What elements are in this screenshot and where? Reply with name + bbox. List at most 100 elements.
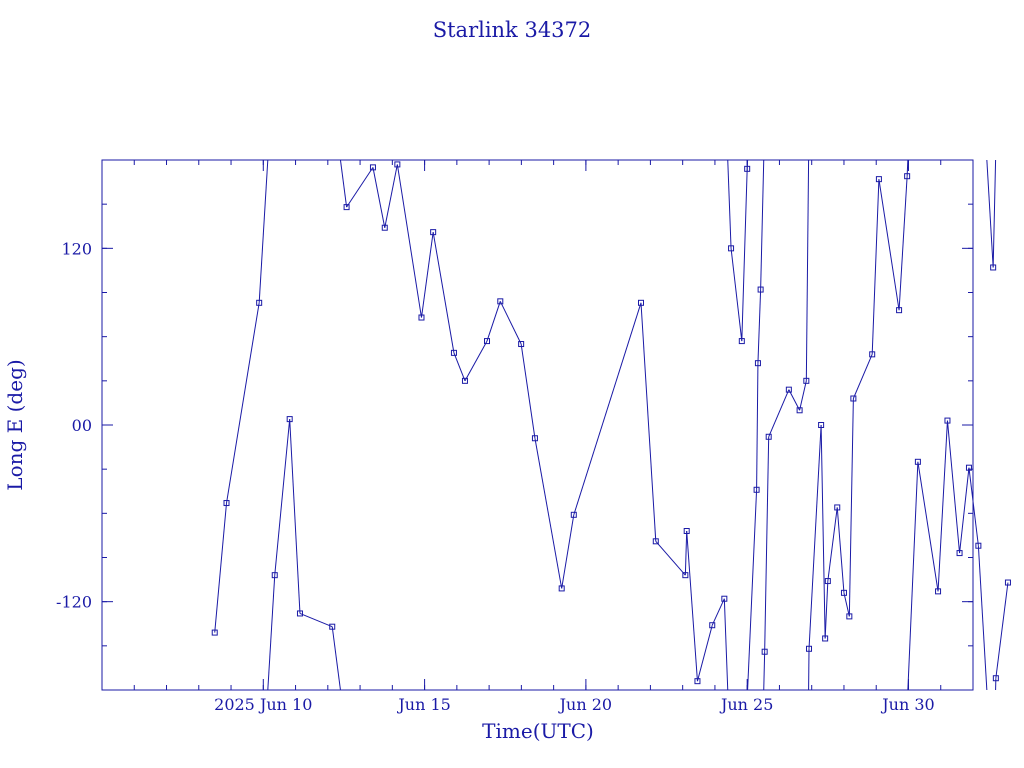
- series-segment: [686, 530, 698, 682]
- data-point: [869, 351, 876, 358]
- data-point: [754, 360, 761, 367]
- series-segment: [959, 467, 970, 554]
- series-segment: [258, 159, 269, 303]
- data-point: [824, 578, 831, 585]
- series-segment: [214, 502, 228, 633]
- data-point: [211, 629, 218, 636]
- series-segment: [640, 302, 657, 542]
- data-point: [822, 635, 829, 642]
- series-segment: [711, 598, 725, 626]
- data-point: [992, 675, 999, 682]
- series-segment: [741, 168, 748, 342]
- series-segment: [226, 302, 260, 504]
- data-point: [286, 416, 293, 423]
- series-segment: [384, 164, 398, 228]
- x-tick-label: Jun 20: [558, 695, 612, 714]
- data-point: [721, 595, 728, 602]
- series-segment: [986, 159, 994, 268]
- data-point: [394, 161, 401, 168]
- series-segment: [299, 612, 333, 628]
- data-point: [652, 538, 659, 545]
- series-segment: [808, 424, 822, 649]
- series-segment: [760, 159, 765, 290]
- series-segment: [289, 419, 301, 614]
- series-segment: [655, 540, 686, 576]
- series-segment: [464, 340, 488, 382]
- y-tick-label: 00: [72, 416, 92, 435]
- series-segment: [871, 179, 880, 355]
- series-segment: [768, 389, 790, 437]
- plot-frame: [101, 159, 974, 691]
- data-point: [343, 204, 350, 211]
- series-segment: [827, 507, 838, 582]
- data-point: [834, 504, 841, 511]
- data-point: [796, 407, 803, 414]
- y-tick-label: 120: [61, 239, 92, 258]
- data-point: [518, 341, 525, 348]
- series-segment: [992, 159, 997, 268]
- data-point: [1004, 579, 1011, 586]
- series-segment: [346, 167, 374, 208]
- data-point: [785, 386, 792, 393]
- data-point: [329, 623, 336, 630]
- data-point: [570, 511, 577, 518]
- series-segment: [756, 363, 759, 490]
- series-segment: [730, 248, 743, 342]
- series-segment: [727, 159, 732, 249]
- x-tick-label: Jun 25: [719, 695, 773, 714]
- data-point: [418, 314, 425, 321]
- data-point: [694, 678, 701, 685]
- chart-title: Starlink 34372: [433, 18, 592, 42]
- data-point: [369, 164, 376, 171]
- series-segment: [848, 398, 854, 617]
- series-longitude: [211, 159, 1011, 691]
- data-point: [761, 648, 768, 655]
- series-segment: [788, 389, 801, 411]
- data-point: [956, 550, 963, 557]
- series-segment: [747, 489, 758, 691]
- series-segment: [977, 545, 988, 691]
- series-segment: [763, 651, 766, 691]
- series-segment: [432, 232, 455, 353]
- data-point: [558, 585, 565, 592]
- series-segment: [274, 419, 291, 576]
- series-segment: [420, 232, 434, 318]
- data-point: [818, 422, 825, 428]
- data-point: [728, 245, 735, 252]
- data-point: [461, 377, 468, 384]
- series-segment: [723, 598, 729, 691]
- series-segment: [684, 530, 688, 576]
- series-segment: [486, 301, 501, 342]
- series-segment: [937, 420, 948, 592]
- data-point: [914, 458, 921, 465]
- series-segment: [843, 592, 850, 617]
- series-segment: [499, 301, 522, 345]
- x-tick-label: 2025 Jun 10: [214, 695, 312, 714]
- series-segment: [372, 167, 386, 228]
- data-point: [904, 173, 911, 180]
- series-segment: [757, 289, 762, 364]
- series-segment: [573, 302, 642, 515]
- data-point: [744, 165, 751, 172]
- data-point: [223, 500, 230, 507]
- series-segment: [331, 626, 341, 691]
- series-segment: [917, 461, 939, 592]
- series-segment: [696, 625, 713, 682]
- data-point: [738, 338, 745, 345]
- data-point: [850, 395, 857, 402]
- data-point: [296, 610, 303, 617]
- series-segment: [339, 159, 348, 208]
- x-axis-label: Time(UTC): [482, 719, 594, 743]
- data-point: [765, 433, 772, 440]
- data-point: [840, 589, 847, 596]
- data-point: [531, 435, 538, 442]
- data-point: [381, 224, 388, 231]
- data-point: [806, 645, 813, 652]
- axis-ticks: [101, 159, 974, 691]
- data-point: [683, 528, 690, 534]
- data-point: [975, 542, 982, 549]
- data-point: [846, 613, 853, 620]
- data-point: [430, 229, 437, 236]
- data-point: [497, 298, 504, 305]
- series-segment: [520, 343, 536, 439]
